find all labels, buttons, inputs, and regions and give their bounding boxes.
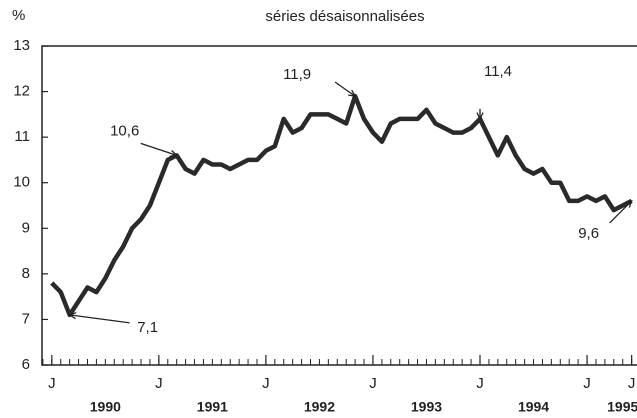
annotation-arrow bbox=[609, 199, 633, 224]
y-tick-label: 10 bbox=[13, 174, 30, 191]
x-tick-label: J bbox=[628, 375, 636, 392]
y-unit-label: % bbox=[12, 7, 25, 24]
year-label: 1995 bbox=[607, 399, 637, 415]
annotation-arrow bbox=[140, 142, 179, 157]
annotation-label: 11,9 bbox=[283, 66, 311, 83]
y-tick-label: 11 bbox=[14, 128, 30, 145]
data-line bbox=[50, 93, 633, 318]
annotation-label: 11,4 bbox=[484, 63, 512, 80]
year-label: 1991 bbox=[197, 399, 228, 415]
annotation-label: 7,1 bbox=[137, 319, 158, 336]
annotation-arrow bbox=[334, 81, 357, 97]
year-label: 1990 bbox=[90, 399, 121, 415]
annotation-arrow bbox=[68, 312, 130, 324]
year-label: 1994 bbox=[518, 399, 549, 415]
chart-subtitle: séries désaisonnalisées bbox=[265, 8, 424, 25]
annotation-label: 10,6 bbox=[110, 122, 139, 139]
year-label: 1992 bbox=[304, 399, 335, 415]
y-tick-label: 13 bbox=[13, 37, 30, 54]
y-tick-label: 7 bbox=[22, 310, 30, 327]
x-tick-label: J bbox=[48, 375, 56, 392]
x-tick-label: J bbox=[476, 375, 484, 392]
x-tick-label: J bbox=[583, 375, 591, 392]
annotation-arrow bbox=[476, 108, 484, 121]
x-tick-label: J bbox=[369, 375, 377, 392]
year-label: 1993 bbox=[411, 399, 442, 415]
x-tick-label: J bbox=[262, 375, 270, 392]
y-tick-label: 6 bbox=[22, 356, 30, 373]
annotation-label: 9,6 bbox=[578, 225, 599, 242]
y-tick-label: 9 bbox=[22, 219, 30, 236]
plot-frame bbox=[41, 45, 637, 366]
y-tick-label: 12 bbox=[13, 83, 30, 100]
x-tick-label: J bbox=[155, 375, 163, 392]
y-tick-label: 8 bbox=[22, 265, 30, 282]
